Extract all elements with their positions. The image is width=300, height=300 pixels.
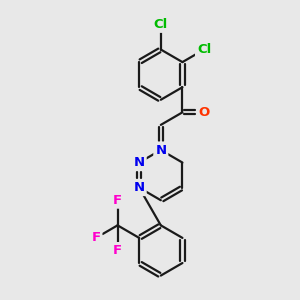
Text: N: N (134, 181, 145, 194)
Text: F: F (113, 194, 122, 207)
Text: O: O (198, 106, 210, 119)
Text: N: N (155, 143, 167, 157)
Text: N: N (134, 156, 145, 169)
Text: Cl: Cl (197, 43, 211, 56)
Text: F: F (113, 244, 122, 257)
Text: Cl: Cl (154, 18, 168, 31)
Text: F: F (92, 231, 100, 244)
